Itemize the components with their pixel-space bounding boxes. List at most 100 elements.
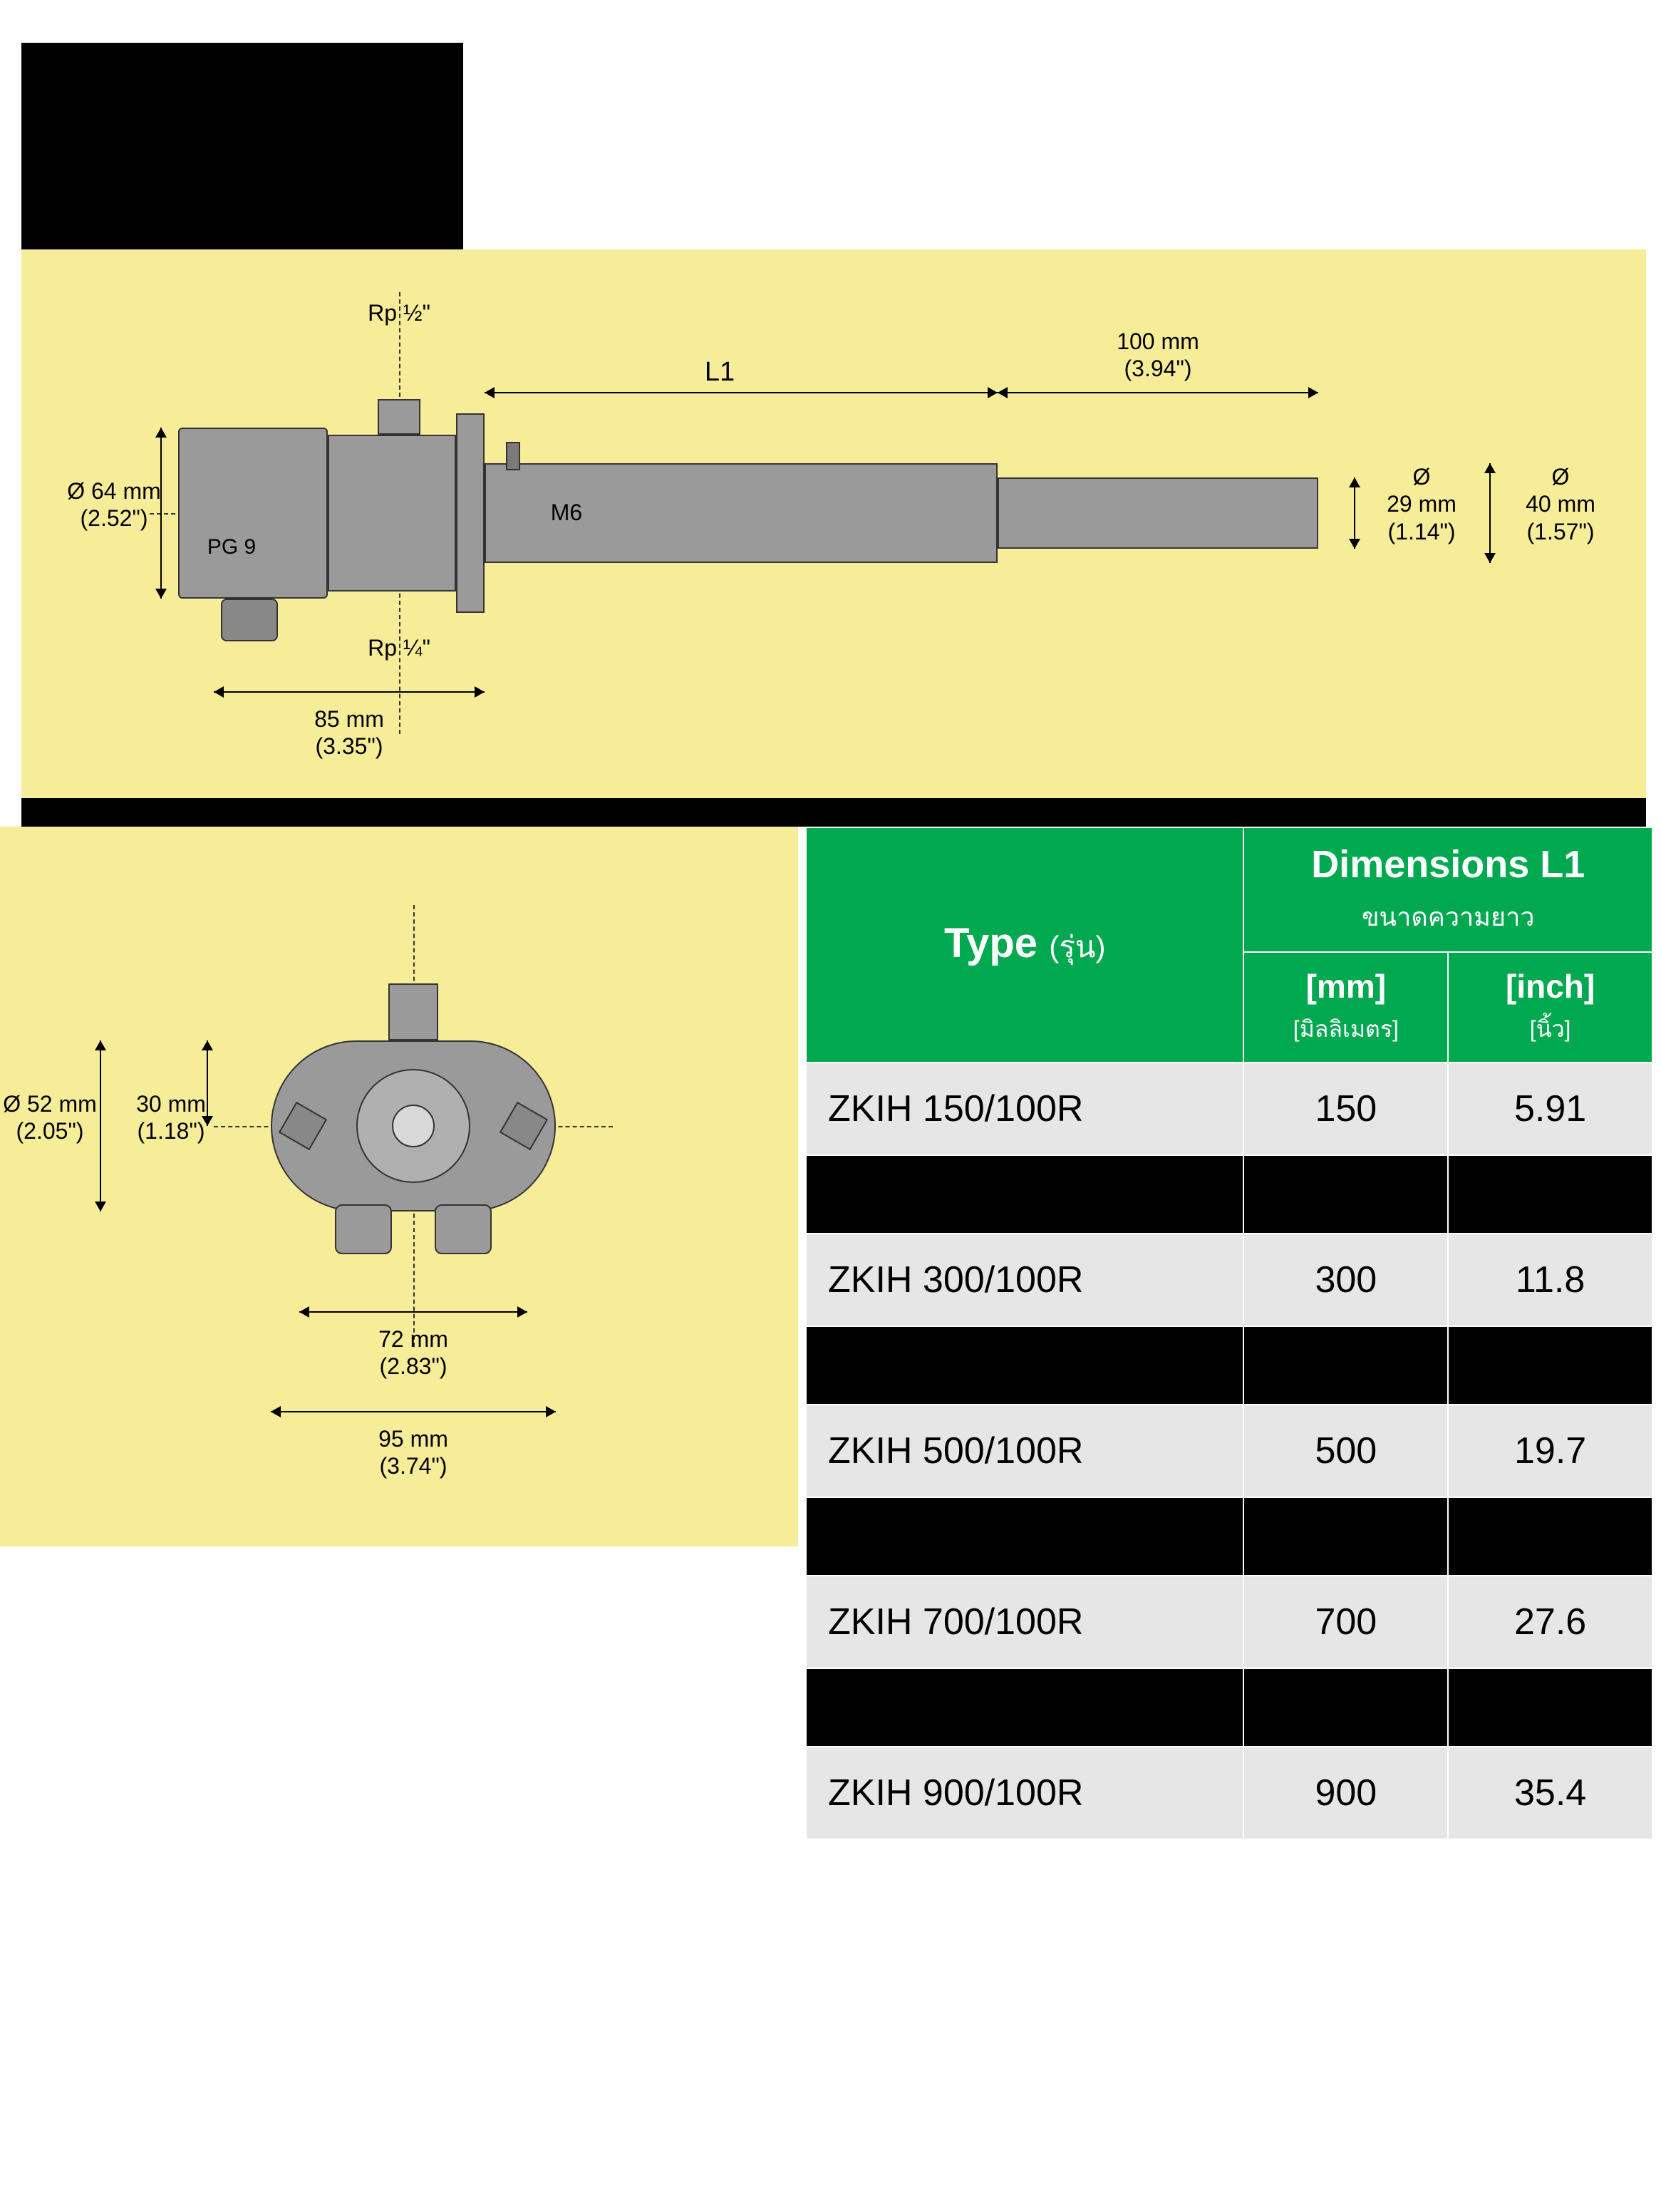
- bottom-port: [221, 599, 278, 641]
- dia64-in: (2.52"): [81, 505, 148, 531]
- cell-mm: 300: [1243, 1234, 1448, 1326]
- cell-inch: [1448, 1497, 1652, 1576]
- cell-inch: [1448, 1155, 1652, 1234]
- label-pg9: PG 9: [200, 534, 264, 560]
- cell-mm: [1243, 1155, 1448, 1234]
- burner-head: [178, 428, 328, 599]
- hdr-inch: [inch] [นิ้ว]: [1448, 952, 1652, 1063]
- cell-type: ZKIH 700/100R: [806, 1576, 1243, 1668]
- cell-type: ZKIH 900/100R: [806, 1747, 1243, 1839]
- dia40-sym: Ø: [1552, 464, 1570, 490]
- cell-inch: 5.91: [1448, 1063, 1652, 1155]
- cell-type: [806, 1326, 1243, 1405]
- center-hole: [392, 1105, 435, 1147]
- separator-strip: [21, 798, 1646, 827]
- cell-mm: 500: [1243, 1405, 1448, 1497]
- dim-52-arrow: [100, 1040, 101, 1211]
- front-bottom-right: [435, 1204, 492, 1254]
- cell-mm: 900: [1243, 1747, 1448, 1839]
- cell-type: ZKIH 150/100R: [806, 1063, 1243, 1155]
- cell-mm: 150: [1243, 1063, 1448, 1155]
- h30-in: (1.18"): [138, 1118, 205, 1144]
- cell-type: [806, 1155, 1243, 1234]
- label-tip: 100 mm (3.94"): [1069, 328, 1247, 383]
- table-row: ZKIH 900/100R 900 35.4: [806, 1747, 1652, 1839]
- cell-inch: 19.7: [1448, 1405, 1652, 1497]
- m6-bolt: [506, 442, 520, 470]
- dim-72-arrow: [299, 1311, 527, 1313]
- hdr-dimensions: Dimensions L1 ขนาดความยาว: [1243, 827, 1652, 952]
- label-rp-quarter: Rp ¼": [356, 634, 442, 661]
- len85-in: (3.35"): [316, 733, 383, 759]
- title-black-box: [21, 43, 463, 249]
- burner-neck: [328, 435, 456, 591]
- w95-mm: 95 mm: [378, 1426, 448, 1452]
- table-row: ZKIH 150/100R 150 5.91: [806, 1063, 1652, 1155]
- table-row: [806, 1497, 1652, 1576]
- dim-29-arrow: [1354, 477, 1355, 549]
- hdr-inch-sub: [นิ้ว]: [1460, 1011, 1640, 1048]
- len85-mm: 85 mm: [314, 706, 384, 732]
- front-top-port: [388, 983, 438, 1040]
- dia29-in: (1.14"): [1388, 519, 1456, 544]
- hdr-dim-title: Dimensions L1: [1311, 843, 1585, 886]
- cell-type: [806, 1497, 1243, 1576]
- table-row: ZKIH 700/100R 700 27.6: [806, 1576, 1652, 1668]
- dia40-in: (1.57"): [1527, 519, 1595, 544]
- label-dia29: Ø 29 mm (1.14"): [1368, 463, 1475, 545]
- cell-mm: [1243, 1497, 1448, 1576]
- dia64-mm: Ø 64 mm: [67, 478, 161, 504]
- cell-inch: [1448, 1668, 1652, 1747]
- dim-95-arrow: [271, 1411, 556, 1412]
- dia52-in: (2.05"): [16, 1118, 84, 1144]
- dia29-sym: Ø: [1413, 464, 1431, 490]
- table-row: ZKIH 300/100R 300 11.8: [806, 1234, 1652, 1326]
- dim-l1-arrow: [485, 392, 998, 393]
- tip-tube: [998, 477, 1318, 549]
- hdr-dim-sub: ขนาดความยาว: [1256, 896, 1640, 937]
- table-row: ZKIH 500/100R 500 19.7: [806, 1405, 1652, 1497]
- dia40-mm: 40 mm: [1526, 491, 1595, 517]
- hdr-inch-label: [inch]: [1506, 968, 1595, 1005]
- hdr-type-label: Type: [944, 920, 1038, 966]
- front-bottom-left: [335, 1204, 392, 1254]
- label-85: 85 mm (3.35"): [285, 706, 413, 760]
- table-row: [806, 1668, 1652, 1747]
- front-view-panel: Ø 52 mm (2.05") 30 mm (1.18") 72 mm (2.8…: [0, 827, 798, 1546]
- tip-mm: 100 mm: [1117, 329, 1199, 354]
- dim-tip-arrow: [998, 392, 1318, 393]
- table-row: [806, 1326, 1652, 1405]
- w72-mm: 72 mm: [378, 1326, 448, 1352]
- table-row: [806, 1155, 1652, 1234]
- label-dia52: Ø 52 mm (2.05"): [0, 1090, 100, 1145]
- dim-40-arrow: [1489, 463, 1491, 563]
- cell-type: [806, 1668, 1243, 1747]
- hdr-type: Type (รุ่น): [806, 827, 1243, 1063]
- side-view-panel: Rp ½" L1 100 mm (3.94") Ø 64 mm (2.52") …: [21, 249, 1646, 798]
- cell-type: ZKIH 300/100R: [806, 1234, 1243, 1326]
- top-port: [378, 399, 420, 435]
- w72-in: (2.83"): [380, 1353, 447, 1379]
- hdr-type-sub: (รุ่น): [1049, 930, 1105, 963]
- cell-mm: 700: [1243, 1576, 1448, 1668]
- cell-inch: 35.4: [1448, 1747, 1652, 1839]
- hdr-mm: [mm] [มิลลิเมตร]: [1243, 952, 1448, 1063]
- dimensions-table: Type (รุ่น) Dimensions L1 ขนาดความยาว [m…: [805, 827, 1653, 1840]
- table-body: ZKIH 150/100R 150 5.91 ZKIH 300/100R 300…: [806, 1063, 1652, 1839]
- label-m6: M6: [542, 499, 591, 526]
- label-dia40: Ø 40 mm (1.57"): [1507, 463, 1614, 545]
- label-l1: L1: [691, 356, 748, 389]
- cell-inch: [1448, 1326, 1652, 1405]
- label-95: 95 mm (3.74"): [349, 1425, 477, 1480]
- label-dia64: Ø 64 mm (2.52"): [61, 477, 167, 532]
- cell-inch: 27.6: [1448, 1576, 1652, 1668]
- w95-in: (3.74"): [380, 1453, 447, 1479]
- cell-inch: 11.8: [1448, 1234, 1652, 1326]
- cell-type: ZKIH 500/100R: [806, 1405, 1243, 1497]
- cell-mm: [1243, 1326, 1448, 1405]
- flange-plate: [456, 413, 485, 613]
- h30-mm: 30 mm: [136, 1091, 206, 1117]
- hdr-mm-sub: [มิลลิเมตร]: [1256, 1011, 1436, 1048]
- tip-in: (3.94"): [1124, 356, 1192, 381]
- label-30: 30 mm (1.18"): [128, 1090, 214, 1145]
